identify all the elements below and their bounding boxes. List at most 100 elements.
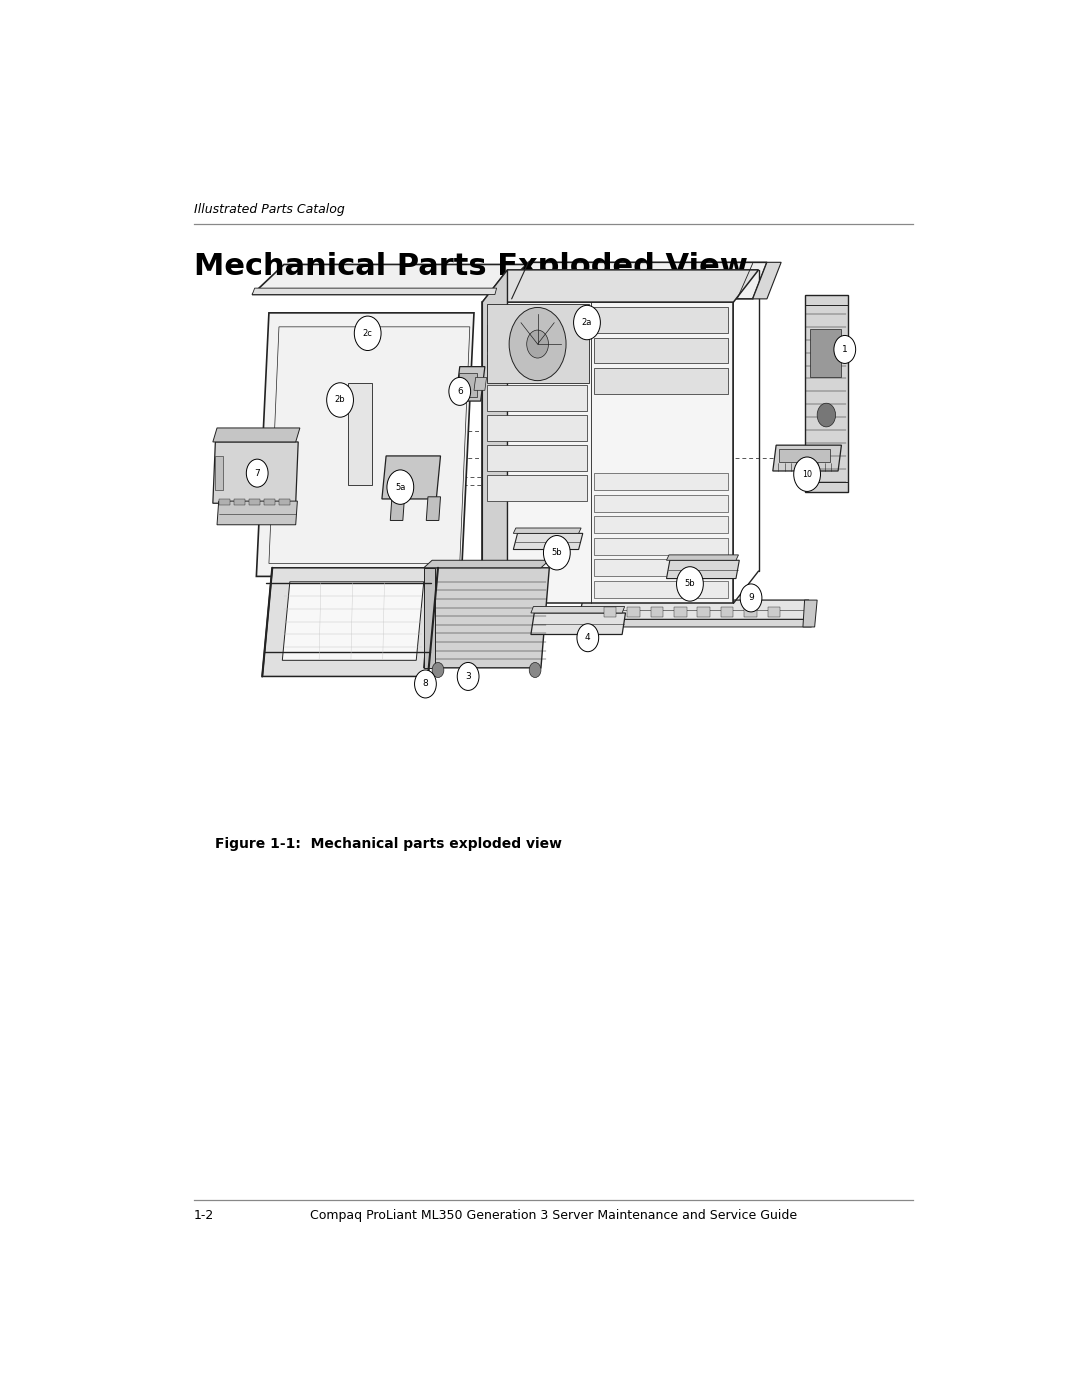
Text: 5a: 5a (395, 482, 405, 492)
Polygon shape (666, 560, 740, 578)
Circle shape (246, 460, 268, 488)
Text: 2a: 2a (582, 319, 592, 327)
Bar (486, 446, 588, 471)
Text: 7: 7 (254, 468, 260, 478)
Circle shape (509, 307, 566, 380)
Bar (218, 499, 230, 506)
Circle shape (354, 316, 381, 351)
Text: 1-2: 1-2 (193, 1208, 214, 1222)
Polygon shape (423, 567, 550, 668)
Polygon shape (256, 313, 474, 577)
Circle shape (676, 567, 703, 601)
Circle shape (326, 383, 353, 418)
Circle shape (818, 404, 836, 427)
Text: Figure 1-1:  Mechanical parts exploded view: Figure 1-1: Mechanical parts exploded vi… (215, 837, 562, 851)
Bar (594, 474, 728, 490)
Bar (264, 499, 274, 506)
Circle shape (740, 584, 761, 612)
Bar (721, 606, 733, 617)
Circle shape (449, 377, 471, 405)
Bar (627, 606, 639, 617)
Text: 3: 3 (465, 672, 471, 680)
Text: 9: 9 (748, 594, 754, 602)
Bar (594, 307, 728, 334)
Polygon shape (423, 567, 434, 668)
Polygon shape (423, 560, 550, 567)
Bar (459, 373, 477, 397)
Bar (486, 355, 588, 380)
Circle shape (577, 623, 598, 652)
Bar (248, 499, 259, 506)
Text: 8: 8 (422, 679, 429, 689)
Text: 10: 10 (802, 469, 812, 479)
Polygon shape (390, 497, 405, 521)
Polygon shape (474, 377, 486, 390)
Polygon shape (253, 288, 497, 295)
Text: 2c: 2c (363, 328, 373, 338)
Bar (744, 606, 757, 617)
Polygon shape (531, 613, 625, 634)
Bar (233, 499, 245, 506)
Circle shape (794, 457, 821, 492)
Circle shape (573, 306, 600, 339)
Polygon shape (382, 455, 441, 499)
Circle shape (457, 662, 480, 690)
Bar (349, 383, 372, 485)
Bar (279, 499, 289, 506)
Polygon shape (591, 619, 813, 627)
Bar (780, 450, 829, 462)
Polygon shape (483, 270, 508, 604)
Polygon shape (483, 302, 733, 604)
Circle shape (432, 662, 444, 678)
Text: 6: 6 (457, 387, 462, 395)
Bar (594, 338, 728, 363)
Bar (486, 415, 588, 441)
Polygon shape (773, 446, 841, 471)
Polygon shape (213, 441, 298, 503)
Polygon shape (531, 606, 624, 613)
Text: 5b: 5b (685, 580, 696, 588)
Polygon shape (427, 497, 441, 521)
Text: Mechanical Parts Exploded View: Mechanical Parts Exploded View (193, 251, 747, 281)
Bar (486, 386, 588, 411)
Bar (594, 367, 728, 394)
Bar (594, 495, 728, 511)
Bar (650, 606, 663, 617)
Circle shape (527, 330, 549, 358)
Polygon shape (213, 427, 300, 441)
Polygon shape (483, 270, 758, 302)
Bar (486, 324, 588, 351)
Text: 5b: 5b (552, 548, 563, 557)
Polygon shape (262, 567, 438, 676)
Bar (768, 606, 781, 617)
Circle shape (387, 469, 414, 504)
Text: Illustrated Parts Catalog: Illustrated Parts Catalog (193, 203, 345, 217)
Circle shape (529, 662, 541, 678)
Polygon shape (217, 502, 297, 525)
Polygon shape (512, 263, 767, 299)
Polygon shape (753, 263, 781, 299)
Text: 2b: 2b (335, 395, 346, 405)
Polygon shape (666, 555, 739, 560)
Text: 4: 4 (585, 633, 591, 643)
Polygon shape (456, 366, 485, 401)
Polygon shape (282, 581, 423, 661)
Polygon shape (802, 601, 818, 627)
Bar (594, 581, 728, 598)
Bar (594, 515, 728, 534)
Bar (698, 606, 710, 617)
Text: Compaq ProLiant ML350 Generation 3 Server Maintenance and Service Guide: Compaq ProLiant ML350 Generation 3 Serve… (310, 1208, 797, 1222)
Polygon shape (579, 601, 809, 619)
Bar (594, 538, 728, 555)
Bar (594, 559, 728, 577)
Polygon shape (486, 305, 589, 383)
Bar (674, 606, 687, 617)
Circle shape (834, 335, 855, 363)
Polygon shape (805, 295, 848, 493)
Circle shape (415, 671, 436, 698)
Bar (604, 606, 617, 617)
Bar (486, 475, 588, 502)
Text: 1: 1 (842, 345, 848, 353)
Circle shape (543, 535, 570, 570)
Bar (215, 455, 222, 490)
